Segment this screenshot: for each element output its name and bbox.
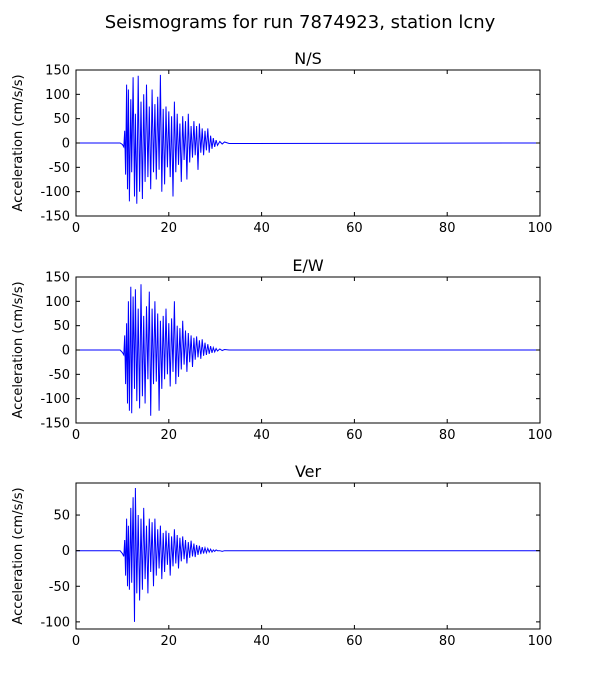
x-tick-label: 100 — [528, 634, 553, 649]
y-axis-label: Acceleration (cm/s/s) — [11, 74, 26, 211]
seismogram-panel-2: Ver Acceleration (cm/s/s) 0 20 40 60 80 100 -100… — [11, 462, 552, 649]
y-tick-label: -150 — [40, 417, 70, 432]
y-tick-label: 0 — [62, 137, 70, 152]
x-tick-label: 20 — [161, 221, 178, 236]
y-tick-label: 50 — [53, 509, 70, 524]
y-axis-label: Acceleration (cm/s/s) — [11, 487, 26, 624]
x-tick-label: 20 — [161, 634, 178, 649]
y-tick-label: 150 — [45, 271, 70, 286]
x-tick-label: 100 — [528, 221, 553, 236]
y-tick-label: -100 — [40, 615, 70, 630]
x-tick-label: 0 — [72, 428, 80, 443]
y-tick-label: 50 — [53, 112, 70, 127]
panel-title: N/S — [294, 49, 322, 68]
plot-frame — [75, 482, 541, 630]
y-tick-label: 50 — [53, 319, 70, 334]
x-tick-label: 100 — [528, 428, 553, 443]
y-tick-label: 100 — [45, 88, 70, 103]
x-tick-label: 40 — [253, 428, 270, 443]
x-tick-label: 60 — [346, 221, 363, 236]
y-tick-label: 0 — [62, 544, 70, 559]
y-tick-label: -50 — [49, 580, 70, 595]
y-tick-label: -150 — [40, 210, 70, 225]
seismogram-panel-0: N/S Acceleration (cm/s/s) 0 20 40 60 80 100 -150… — [11, 49, 552, 236]
x-tick-label: 80 — [439, 428, 456, 443]
seismogram-trace — [76, 74, 541, 204]
x-tick-label: 0 — [72, 221, 80, 236]
figure-title: Seismograms for run 7874923, station lcn… — [105, 12, 496, 33]
x-tick-label: 40 — [253, 634, 270, 649]
x-tick-label: 20 — [161, 428, 178, 443]
y-tick-label: -50 — [49, 161, 70, 176]
y-tick-label: 100 — [45, 295, 70, 310]
x-tick-label: 60 — [346, 634, 363, 649]
panel-title: Ver — [295, 462, 322, 481]
y-tick-label: -100 — [40, 392, 70, 407]
seismogram-trace — [76, 284, 540, 416]
x-tick-label: 0 — [72, 634, 80, 649]
y-tick-label: 150 — [45, 64, 70, 79]
y-axis-label: Acceleration (cm/s/s) — [11, 281, 26, 418]
x-tick-label: 40 — [253, 221, 270, 236]
panel-title: E/W — [292, 256, 324, 275]
seismogram-panel-1: E/W Acceleration (cm/s/s) 0 20 40 60 80 100 -150… — [11, 256, 552, 443]
x-tick-label: 80 — [439, 221, 456, 236]
y-tick-label: 0 — [62, 344, 70, 359]
y-tick-label: -100 — [40, 185, 70, 200]
y-tick-label: -50 — [49, 368, 70, 383]
seismogram-trace — [76, 487, 540, 622]
x-tick-label: 80 — [439, 634, 456, 649]
x-tick-label: 60 — [346, 428, 363, 443]
